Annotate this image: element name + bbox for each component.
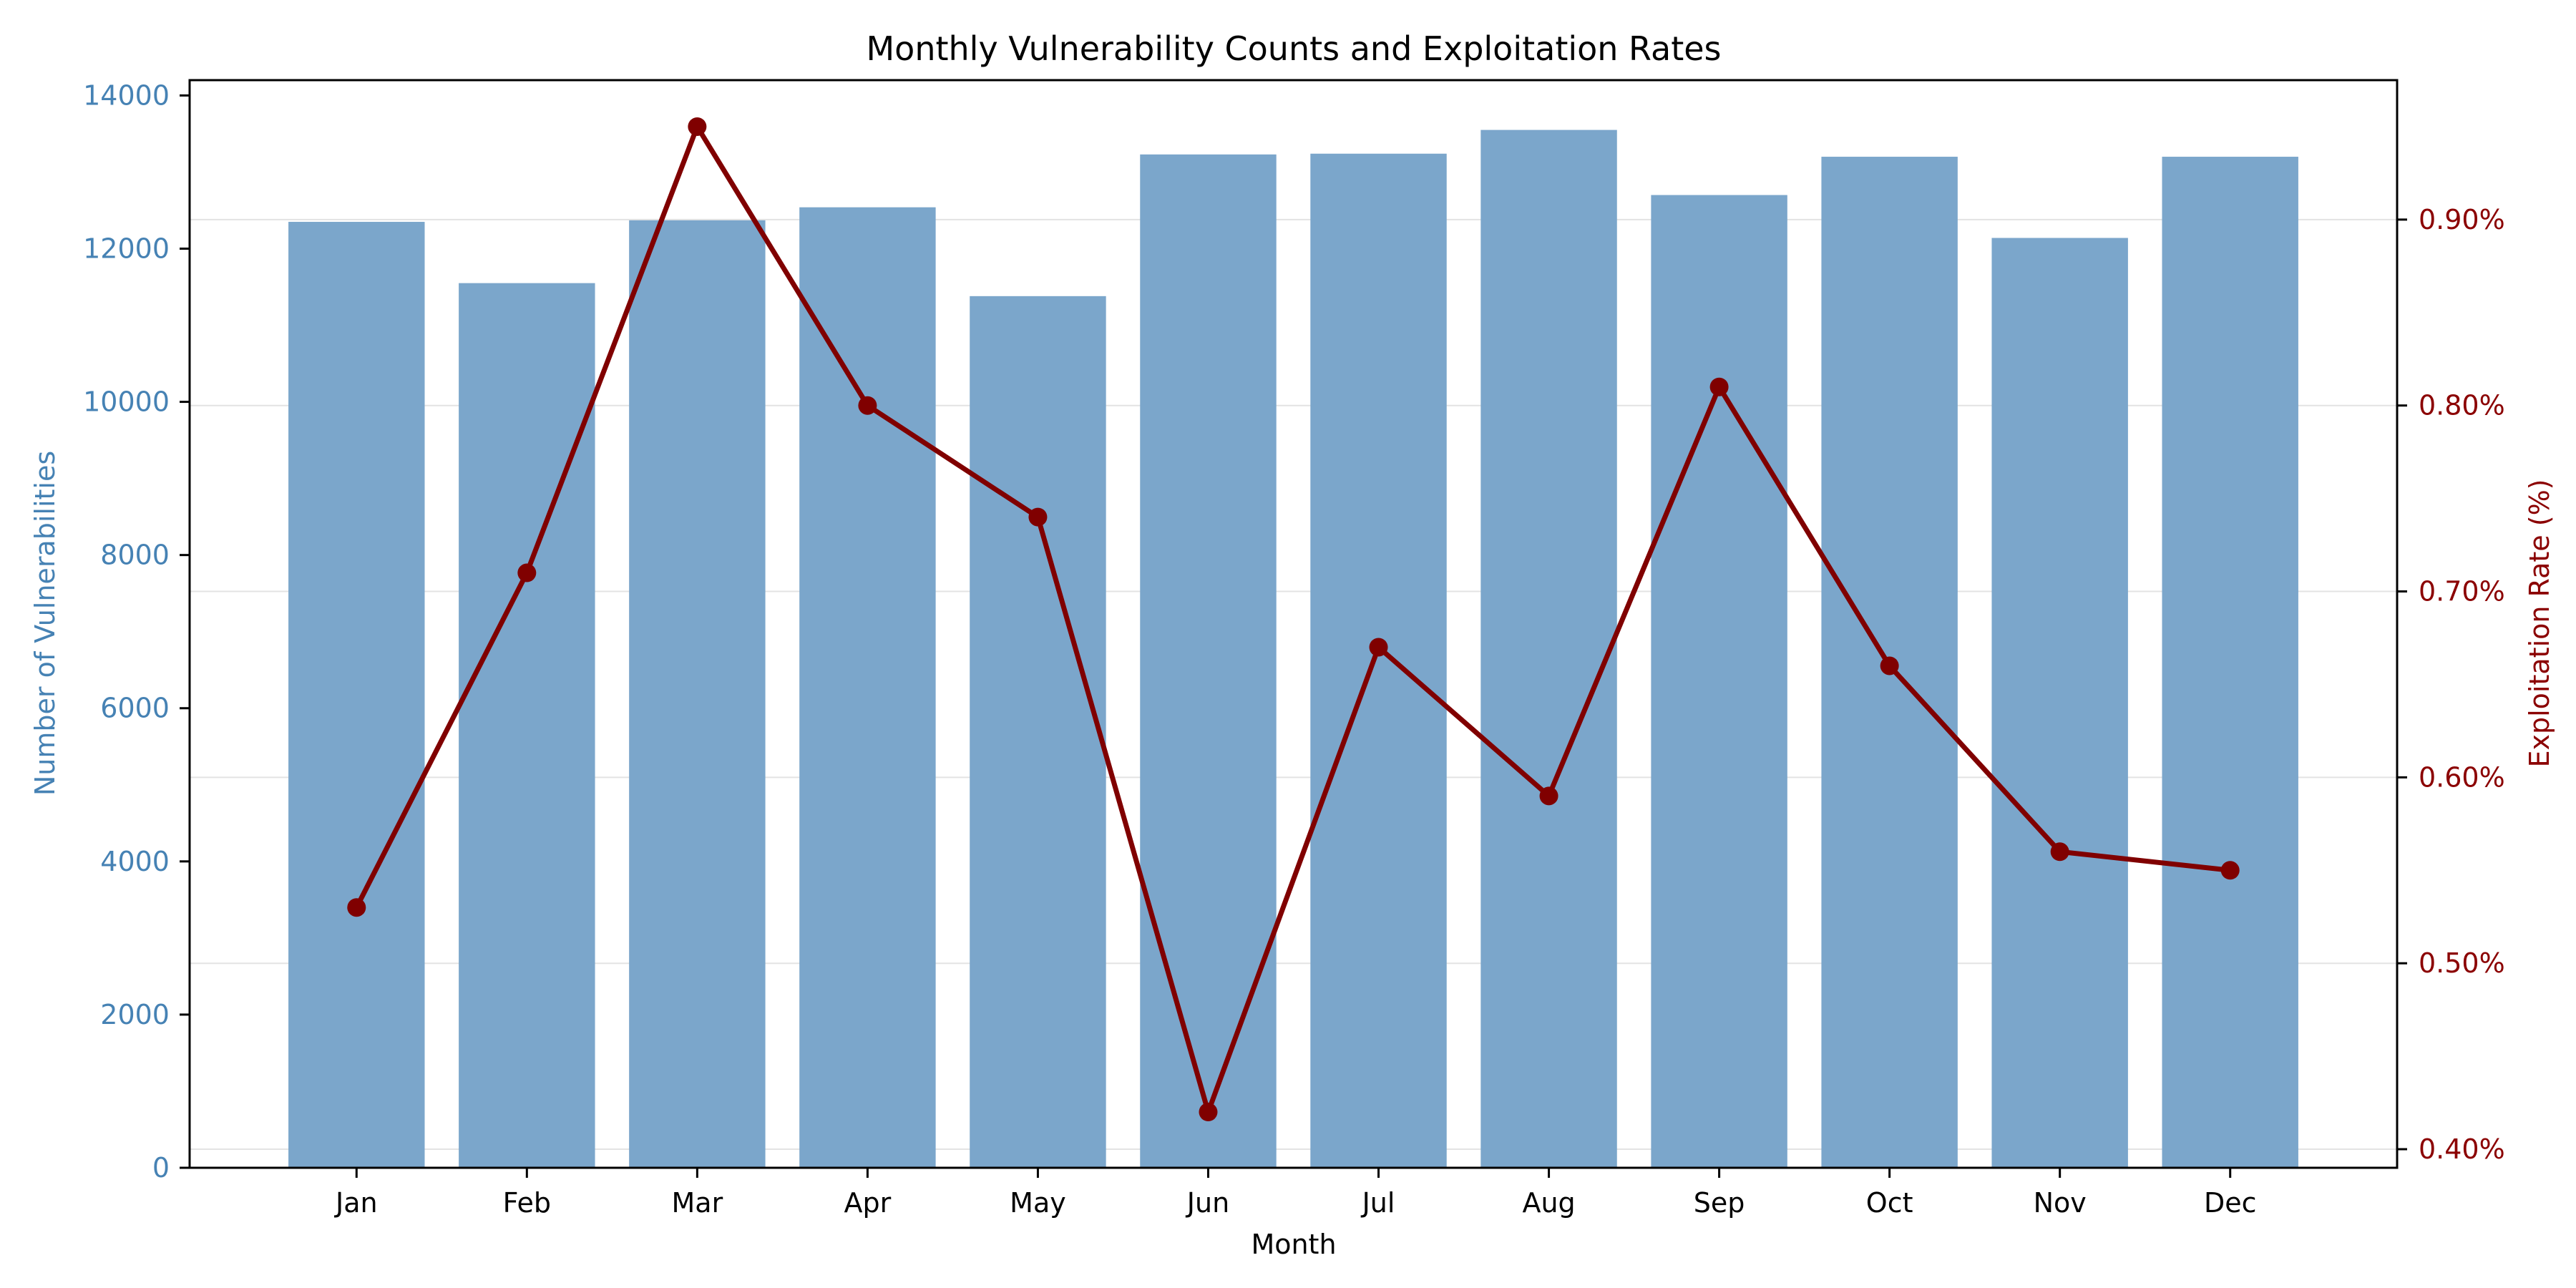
- point-jul: [1369, 638, 1388, 657]
- x-tick-label-apr: Apr: [844, 1187, 892, 1219]
- x-tick-label-feb: Feb: [503, 1187, 551, 1219]
- point-mar: [688, 117, 707, 136]
- bar-sep: [1651, 195, 1787, 1169]
- plot-frame: [188, 79, 2399, 1169]
- x-tick-label-jun: Jun: [1186, 1187, 1229, 1219]
- point-oct: [1880, 656, 1899, 675]
- x-tick-label-oct: Oct: [1866, 1187, 1913, 1219]
- y-left-tick-label-12000: 12000: [83, 233, 170, 264]
- y-axis-right-label: Exploitation Rate (%): [2524, 479, 2555, 767]
- bar-layer: [288, 130, 2298, 1169]
- bar-jan: [288, 222, 425, 1168]
- y-axis-left-label: Number of Vulnerabilities: [29, 451, 61, 796]
- point-dec: [2220, 861, 2240, 880]
- point-jan: [347, 898, 366, 917]
- axis-layer: 0 2000 4000 6000 8000 10000 12000 14000 0.40% 0.5…: [83, 79, 2505, 1219]
- y-right-tick-label-0.90%: 0.90%: [2419, 204, 2505, 235]
- y-left-tick-label-2000: 2000: [100, 999, 170, 1030]
- x-axis-label: Month: [1251, 1229, 1336, 1260]
- y-right-tick-label-0.40%: 0.40%: [2419, 1133, 2505, 1165]
- y-left-tick-label-14000: 14000: [83, 79, 170, 111]
- x-tick-label-sep: Sep: [1694, 1187, 1745, 1219]
- x-tick-label-jan: Jan: [334, 1187, 378, 1219]
- bar-apr: [799, 207, 936, 1168]
- line-layer: [347, 117, 2240, 1122]
- bar-mar: [629, 220, 766, 1168]
- x-tick-label-may: May: [1010, 1187, 1066, 1219]
- point-feb: [517, 563, 537, 582]
- y-left-tick-label-0: 0: [152, 1152, 170, 1184]
- y-right-tick-label-0.80%: 0.80%: [2419, 390, 2505, 421]
- bar-jun: [1140, 154, 1277, 1169]
- y-right-tick-label-0.70%: 0.70%: [2419, 576, 2505, 608]
- point-apr: [858, 396, 877, 415]
- x-tick-label-dec: Dec: [2204, 1187, 2257, 1219]
- y-left-tick-label-6000: 6000: [100, 693, 170, 724]
- y-left-tick-label-8000: 8000: [100, 540, 170, 571]
- chart-title: Monthly Vulnerability Counts and Exploit…: [866, 29, 1721, 68]
- point-sep: [1709, 377, 1729, 396]
- point-aug: [1539, 786, 1558, 806]
- point-nov: [2050, 842, 2069, 862]
- exploitation-rate-line: [353, 124, 2233, 1115]
- bar-may: [970, 296, 1106, 1169]
- point-may: [1028, 507, 1048, 527]
- y-left-tick-label-10000: 10000: [83, 386, 170, 418]
- x-tick-label-aug: Aug: [1522, 1187, 1575, 1219]
- bar-feb: [459, 283, 595, 1168]
- y-right-tick-label-0.50%: 0.50%: [2419, 947, 2505, 979]
- bar-jul: [1310, 153, 1447, 1169]
- point-jun: [1199, 1103, 1218, 1122]
- y-right-tick-label-0.60%: 0.60%: [2419, 761, 2505, 793]
- bar-nov: [1991, 238, 2128, 1168]
- y-left-tick-label-4000: 4000: [100, 846, 170, 877]
- bar-aug: [1480, 130, 1617, 1168]
- x-tick-label-nov: Nov: [2034, 1187, 2087, 1219]
- x-tick-label-jul: Jul: [1361, 1187, 1395, 1219]
- x-tick-label-mar: Mar: [672, 1187, 723, 1219]
- bar-dec: [2162, 157, 2298, 1169]
